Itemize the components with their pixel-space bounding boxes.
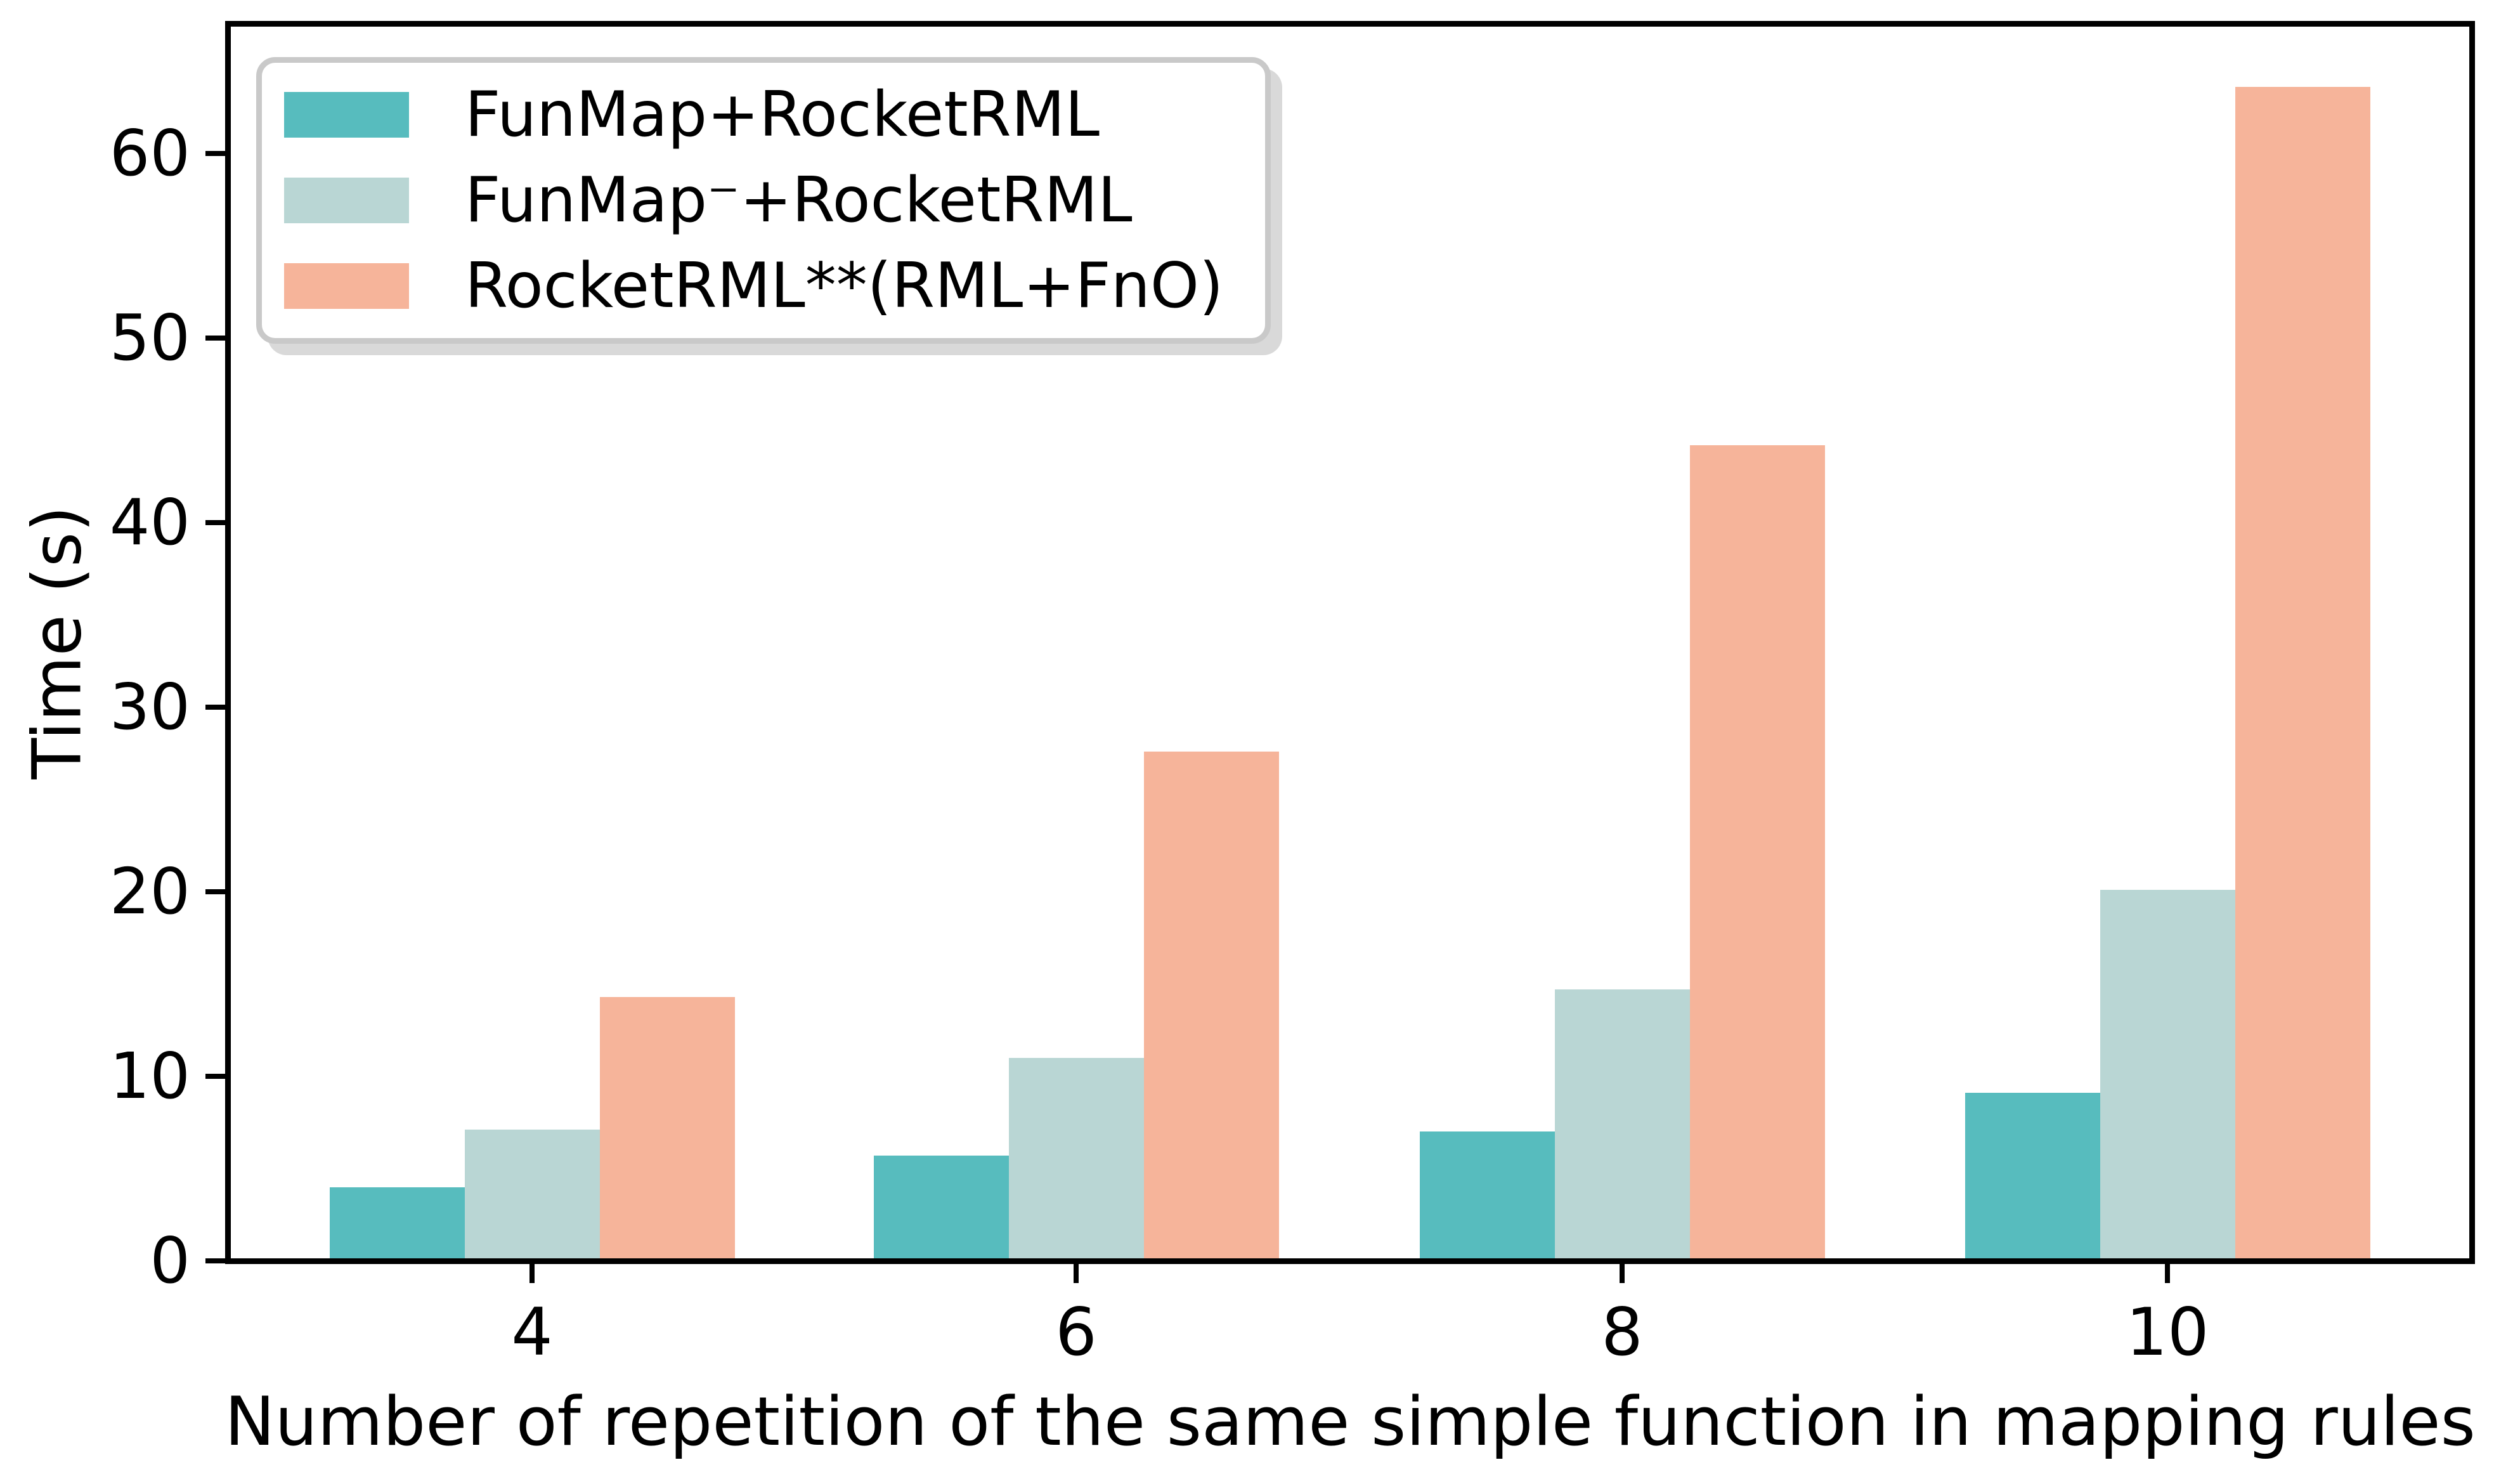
y-tick-label: 10 — [109, 1039, 190, 1113]
bar-4-series0 — [330, 1187, 465, 1264]
y-tick-mark — [205, 705, 226, 710]
x-tick-mark — [1620, 1264, 1625, 1283]
legend-item: RocketRML**(RML+FnO) — [284, 251, 1252, 321]
bar-6-series0 — [874, 1156, 1009, 1264]
x-tick-label: 8 — [1601, 1294, 1643, 1371]
y-tick-label: 0 — [150, 1223, 190, 1298]
y-tick-label: 60 — [109, 116, 190, 190]
x-tick-mark — [2165, 1264, 2170, 1283]
y-tick-mark — [205, 1258, 226, 1263]
bar-10-series1 — [2100, 890, 2235, 1264]
bar-10-series0 — [1965, 1093, 2100, 1264]
legend-swatch-icon — [284, 177, 409, 223]
y-tick-label: 20 — [109, 854, 190, 929]
bar-4-series1 — [465, 1130, 600, 1264]
y-tick-mark — [205, 151, 226, 156]
y-tick-mark — [205, 520, 226, 525]
legend-label: FunMap⁻+RocketRML — [465, 164, 1133, 237]
bar-8-series0 — [1420, 1131, 1555, 1264]
bar-6-series2 — [1144, 752, 1279, 1264]
y-tick-mark — [205, 336, 226, 341]
bar-8-series1 — [1555, 989, 1690, 1264]
y-tick-mark — [205, 889, 226, 894]
bar-4-series2 — [600, 997, 735, 1264]
bar-8-series2 — [1690, 445, 1825, 1264]
y-tick-label: 40 — [109, 485, 190, 559]
x-axis-label: Number of repetition of the same simple … — [224, 1383, 2476, 1461]
legend-swatch-icon — [284, 91, 409, 138]
x-tick-label: 4 — [511, 1294, 553, 1371]
legend: FunMap+RocketRML FunMap⁻+RocketRML Rocke… — [256, 57, 1271, 344]
legend-label: RocketRML**(RML+FnO) — [465, 250, 1224, 323]
legend-item: FunMap⁻+RocketRML — [284, 166, 1252, 235]
bar-6-series1 — [1009, 1058, 1144, 1264]
legend-swatch-icon — [284, 263, 409, 310]
y-tick-label: 30 — [109, 670, 190, 744]
y-axis-label: Time (s) — [18, 505, 96, 779]
y-tick-label: 50 — [109, 301, 190, 375]
bar-10-series2 — [2235, 87, 2370, 1264]
x-tick-label: 6 — [1055, 1294, 1097, 1371]
x-tick-label: 10 — [2126, 1294, 2209, 1371]
x-tick-mark — [1074, 1264, 1079, 1283]
x-tick-mark — [529, 1264, 535, 1283]
legend-label: FunMap+RocketRML — [465, 78, 1100, 151]
legend-item: FunMap+RocketRML — [284, 80, 1252, 150]
y-tick-mark — [205, 1074, 226, 1079]
